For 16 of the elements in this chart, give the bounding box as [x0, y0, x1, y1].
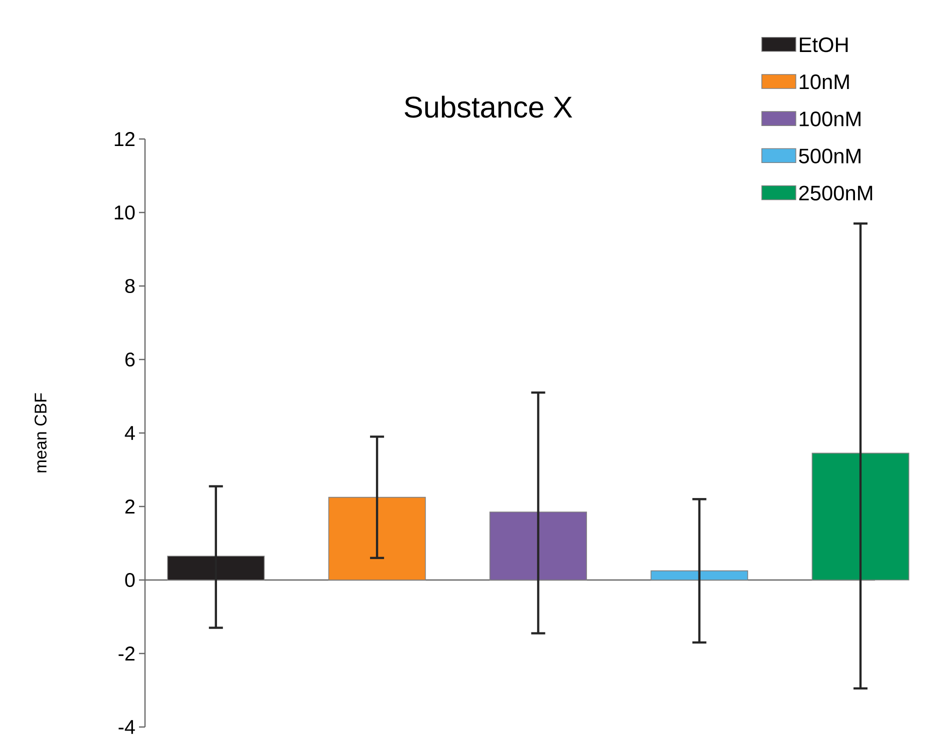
y-tick-label: -4	[118, 720, 135, 734]
legend-label: 2500nM	[799, 186, 872, 201]
chart-title: Substance X	[404, 96, 572, 118]
legend-label: 500nM	[799, 148, 860, 164]
legend-label: 100nM	[800, 112, 860, 126]
y-tick-label: -2	[118, 646, 134, 660]
y-tick-label: 2	[125, 500, 134, 514]
y-tick-label: 4	[124, 426, 135, 440]
y-tick-label: 6	[125, 352, 135, 367]
legend-label: EtOH	[800, 37, 848, 52]
legend-label: 10nM	[800, 74, 849, 90]
y-tick-label: 8	[125, 278, 135, 294]
y-tick-label: 0	[125, 572, 135, 588]
y-axis-title: mean CBF	[34, 393, 47, 472]
y-tick-label: 10	[114, 205, 135, 220]
y-tick-label: 12	[114, 132, 134, 146]
